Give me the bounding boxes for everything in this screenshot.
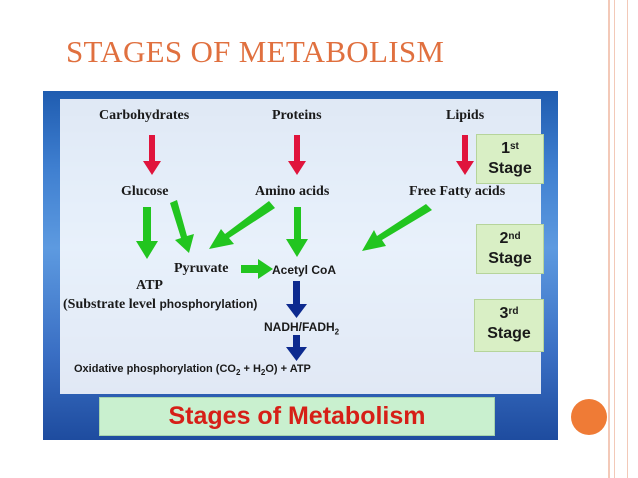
stage-box-1: 1st Stage xyxy=(476,134,544,184)
label-amino-acids: Amino acids xyxy=(255,184,330,199)
stage-1-number: 1 xyxy=(501,140,510,157)
stage-box-2: 2nd Stage xyxy=(476,224,544,274)
accent-dot xyxy=(571,399,607,435)
oxidative-prefix: Oxidative phosphorylation (CO xyxy=(74,363,236,375)
right-border-line-outer xyxy=(627,0,628,478)
right-border-line-inner xyxy=(614,0,615,478)
stage-2-word: Stage xyxy=(488,250,532,267)
label-atp: ATP xyxy=(136,278,163,293)
stage-2-number: 2 xyxy=(499,230,509,247)
label-substrate-level: (Substrate level phosphorylation) xyxy=(63,297,257,313)
right-border-line xyxy=(608,0,610,478)
slide-title: STAGES OF METABOLISM xyxy=(66,34,445,69)
stage-3-number: 3 xyxy=(499,305,509,322)
red-arrow-proteins xyxy=(288,135,306,175)
label-carbohydrates: Carbohydrates xyxy=(99,108,190,123)
stage-3-suffix: rd xyxy=(508,306,519,317)
stage-2-suffix: nd xyxy=(508,231,521,242)
oxidative-suffix: O) + ATP xyxy=(265,363,311,375)
stage-box-3: 3rd Stage xyxy=(474,299,544,352)
blue-arrow-acetyl-nadh xyxy=(286,281,307,318)
nadh-fadh-subscript: 2 xyxy=(334,327,340,337)
nadh-fadh-text: NADH/FADH xyxy=(264,320,335,334)
h2o-subscript: 2 xyxy=(260,368,266,378)
label-pyruvate: Pyruvate xyxy=(174,261,229,276)
stage-1-suffix: st xyxy=(510,141,519,152)
label-nadh-fadh: NADH/FADH2 xyxy=(264,320,339,336)
green-arrow-fatty-acetyl xyxy=(362,204,432,251)
label-lipids: Lipids xyxy=(446,108,485,123)
oxidative-plus-h: + H xyxy=(240,363,261,375)
label-proteins: Proteins xyxy=(272,108,322,123)
stage-3-word: Stage xyxy=(487,325,531,342)
stage-1-word: Stage xyxy=(488,160,532,177)
metabolism-diagram: Carbohydrates Proteins Lipids Glucose Am… xyxy=(43,91,558,440)
substrate-level-suffix: phosphorylation) xyxy=(159,297,258,311)
red-arrow-carbohydrates xyxy=(143,135,161,175)
green-arrow-amino-pyruvate xyxy=(209,201,275,249)
stages-banner: Stages of Metabolism xyxy=(99,397,495,436)
co2-subscript: 2 xyxy=(235,368,241,378)
green-arrow-amino-acetyl xyxy=(286,207,308,257)
label-oxidative-phosphorylation: Oxidative phosphorylation (CO2 + H2O) + … xyxy=(74,363,311,377)
red-arrow-lipids xyxy=(456,135,474,175)
green-arrow-pyruvate-acetyl xyxy=(241,259,273,279)
label-acetyl-coa: Acetyl CoA xyxy=(272,263,337,277)
substrate-level-prefix: (Substrate level xyxy=(63,297,160,312)
green-arrow-glucose-atp xyxy=(136,207,158,259)
blue-arrow-nadh-oxidative xyxy=(286,335,307,361)
label-free-fatty-acids: Free Fatty acids xyxy=(409,184,506,199)
flow-arrows xyxy=(136,135,474,361)
label-glucose: Glucose xyxy=(121,184,169,199)
green-arrow-glucose-pyruvate xyxy=(170,200,194,253)
